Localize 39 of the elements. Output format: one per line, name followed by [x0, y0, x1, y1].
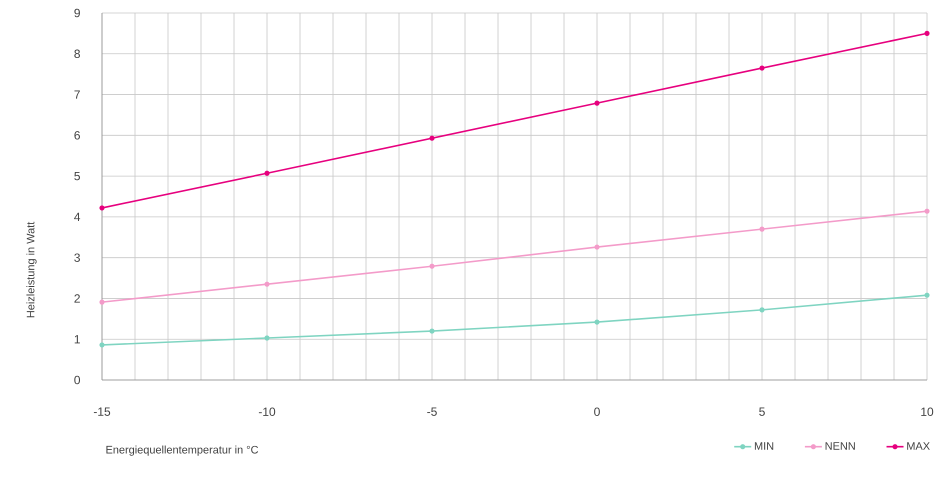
x-tick-label: 5	[759, 408, 765, 416]
point	[99, 205, 105, 211]
y-tick-label: 9	[74, 8, 80, 18]
point	[264, 282, 270, 287]
point	[759, 226, 765, 232]
y-tick-label: 0	[74, 376, 80, 384]
x-tick-label: -5	[427, 408, 437, 416]
point	[99, 300, 105, 305]
x-tick-label: -15	[94, 408, 110, 416]
legend-label: MAX	[907, 442, 930, 450]
point	[594, 100, 600, 106]
x-tick-label: -10	[258, 408, 276, 416]
point	[429, 136, 435, 141]
point	[594, 244, 600, 250]
y-tick-label: 5	[74, 172, 80, 180]
point	[924, 30, 930, 36]
point	[924, 292, 930, 298]
y-tick-label: 4	[74, 212, 80, 221]
point	[594, 320, 600, 325]
x-tick-label: 10	[921, 408, 934, 416]
y-tick-label: 6	[74, 131, 80, 140]
legend-label: MIN	[754, 442, 774, 450]
point	[759, 65, 765, 71]
y-tick-label: 2	[74, 294, 80, 303]
point	[99, 342, 105, 348]
x-axis-title: Energiequellentemperatur in °C	[106, 446, 258, 456]
point	[264, 170, 270, 176]
point	[429, 328, 435, 334]
y-tick-label: 8	[74, 50, 80, 58]
y-axis-title: Heizleistung in Watt	[26, 222, 37, 318]
y-tick-label: 3	[74, 253, 80, 262]
point	[264, 335, 270, 341]
point	[924, 208, 930, 214]
y-tick-label: 1	[74, 335, 80, 344]
point	[429, 264, 435, 269]
point	[759, 307, 765, 312]
y-tick-label: 7	[74, 90, 80, 99]
legend-label: NENN	[826, 442, 855, 450]
x-tick-label: 0	[594, 408, 600, 416]
